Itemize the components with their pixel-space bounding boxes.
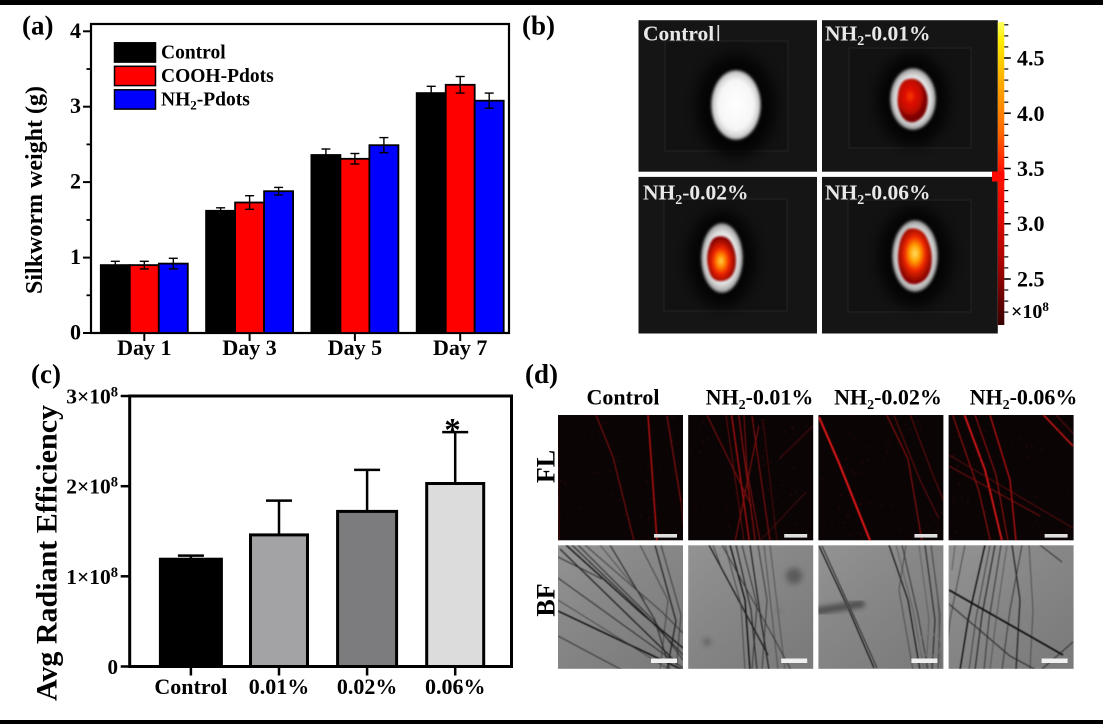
svg-text:NH2-0.06%: NH2-0.06% (825, 181, 931, 209)
svg-text:COOH-Pdots: COOH-Pdots (161, 66, 274, 87)
svg-text:2: 2 (70, 169, 81, 194)
svg-text:NH2-0.06%: NH2-0.06% (970, 385, 1078, 414)
svg-text:NH2-Pdots: NH2-Pdots (161, 90, 250, 113)
svg-text:Control: Control (154, 674, 227, 699)
svg-text:Avg Radiant Efficiency: Avg Radiant Efficiency (31, 405, 64, 701)
svg-text:Control: Control (643, 22, 714, 46)
svg-text:0.01%: 0.01% (249, 674, 310, 699)
svg-text:Day 3: Day 3 (222, 335, 276, 360)
svg-text:(c): (c) (31, 359, 61, 389)
svg-text:0: 0 (108, 655, 119, 679)
svg-text:×108: ×108 (1011, 299, 1049, 323)
svg-text:Day 7: Day 7 (433, 335, 487, 360)
svg-text:NH2-0.02%: NH2-0.02% (643, 181, 749, 209)
svg-text:0.02%: 0.02% (337, 674, 398, 699)
svg-text:(a): (a) (22, 11, 53, 41)
svg-text:3.5: 3.5 (1017, 156, 1045, 181)
svg-text:0: 0 (70, 320, 81, 345)
svg-text:Day 1: Day 1 (117, 335, 171, 360)
svg-text:4: 4 (70, 18, 81, 43)
svg-text:0.06%: 0.06% (425, 674, 486, 699)
svg-text:Silkworm weight (g): Silkworm weight (g) (22, 86, 48, 294)
svg-text:FL: FL (532, 450, 561, 483)
svg-text:(b): (b) (522, 11, 555, 41)
svg-text:2×108: 2×108 (66, 475, 118, 499)
svg-text:3.0: 3.0 (1017, 211, 1045, 236)
svg-text:(d): (d) (525, 359, 558, 389)
svg-text:NH2-0.01%: NH2-0.01% (706, 385, 814, 414)
svg-text:NH2-0.02%: NH2-0.02% (834, 385, 942, 414)
svg-text:BF: BF (532, 583, 561, 616)
svg-text:4.0: 4.0 (1017, 101, 1045, 126)
svg-text:3: 3 (70, 93, 81, 118)
svg-text:1: 1 (70, 244, 81, 269)
svg-text:Control: Control (161, 43, 226, 64)
svg-text:Day 5: Day 5 (328, 335, 382, 360)
svg-text:4.5: 4.5 (1017, 46, 1045, 71)
svg-text:1×108: 1×108 (66, 565, 118, 589)
svg-text:NH2-0.01%: NH2-0.01% (825, 22, 931, 50)
svg-text:*: * (444, 413, 461, 449)
svg-text:2.5: 2.5 (1017, 267, 1045, 292)
svg-text:Control: Control (587, 385, 660, 410)
svg-text:3×108: 3×108 (66, 385, 118, 409)
